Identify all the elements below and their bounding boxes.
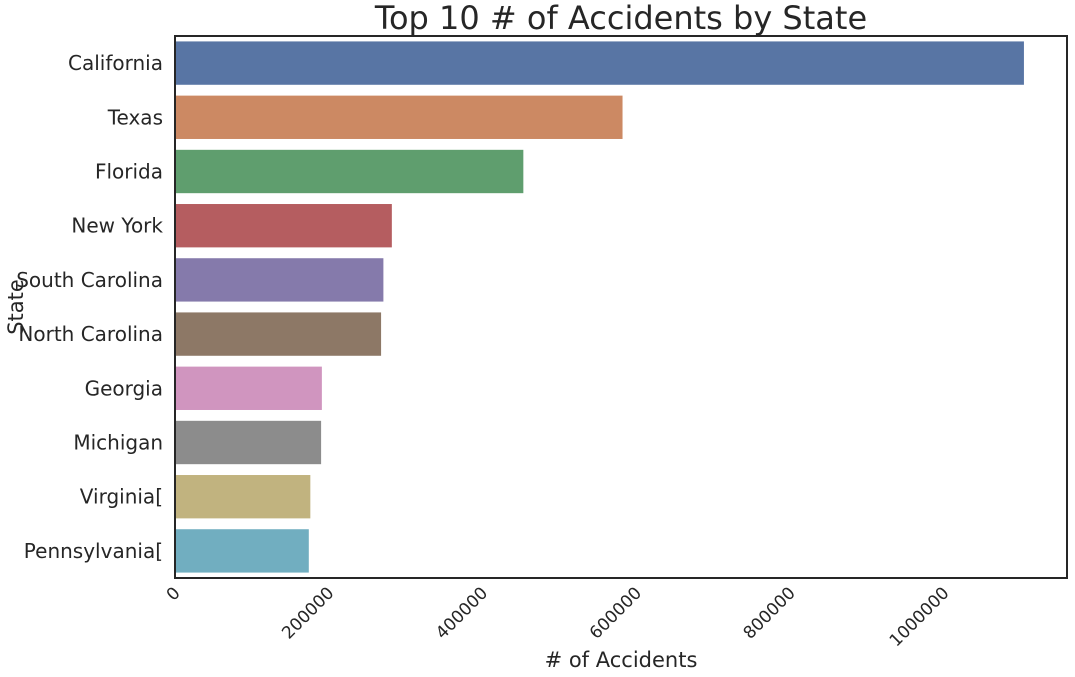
bar-florida bbox=[175, 149, 524, 194]
x-tick-label: 800000 bbox=[740, 583, 800, 643]
x-tick-label: 0 bbox=[163, 583, 185, 605]
bars-group bbox=[175, 41, 1024, 573]
x-tick-label: 600000 bbox=[586, 583, 646, 643]
bar-california bbox=[175, 41, 1024, 85]
bar-michigan bbox=[175, 420, 322, 465]
category-label: Pennsylvania[ bbox=[24, 539, 163, 563]
bar-new-york bbox=[175, 204, 392, 248]
x-tick-label: 400000 bbox=[432, 583, 492, 643]
category-label: Virginia[ bbox=[80, 485, 163, 509]
bar-virginia bbox=[175, 475, 311, 519]
category-label: South Carolina bbox=[16, 268, 163, 292]
bar-pennsylvania bbox=[175, 529, 309, 573]
bar-south-carolina bbox=[175, 258, 384, 302]
category-label: Michigan bbox=[73, 431, 163, 455]
bar-texas bbox=[175, 95, 623, 139]
x-tick-label: 1000000 bbox=[886, 583, 954, 651]
chart-title: Top 10 # of Accidents by State bbox=[374, 0, 867, 37]
category-label: New York bbox=[71, 214, 163, 238]
plot-frame bbox=[174, 35, 1068, 579]
category-label: Texas bbox=[107, 105, 163, 129]
x-tick-label: 200000 bbox=[278, 583, 338, 643]
bar-north-carolina bbox=[175, 312, 382, 356]
category-label: Georgia bbox=[85, 376, 163, 400]
category-labels: California Texas Florida New York South Caro… bbox=[16, 51, 163, 563]
category-label: North Carolina bbox=[18, 322, 163, 346]
bar-georgia bbox=[175, 366, 322, 410]
x-axis-ticks: 0 200000 400000 600000 800000 1000000 bbox=[163, 583, 954, 651]
y-axis-label: State bbox=[4, 279, 28, 335]
category-label: Florida bbox=[95, 160, 163, 184]
category-label: California bbox=[68, 51, 163, 75]
x-axis-label: # of Accidents bbox=[545, 648, 698, 672]
